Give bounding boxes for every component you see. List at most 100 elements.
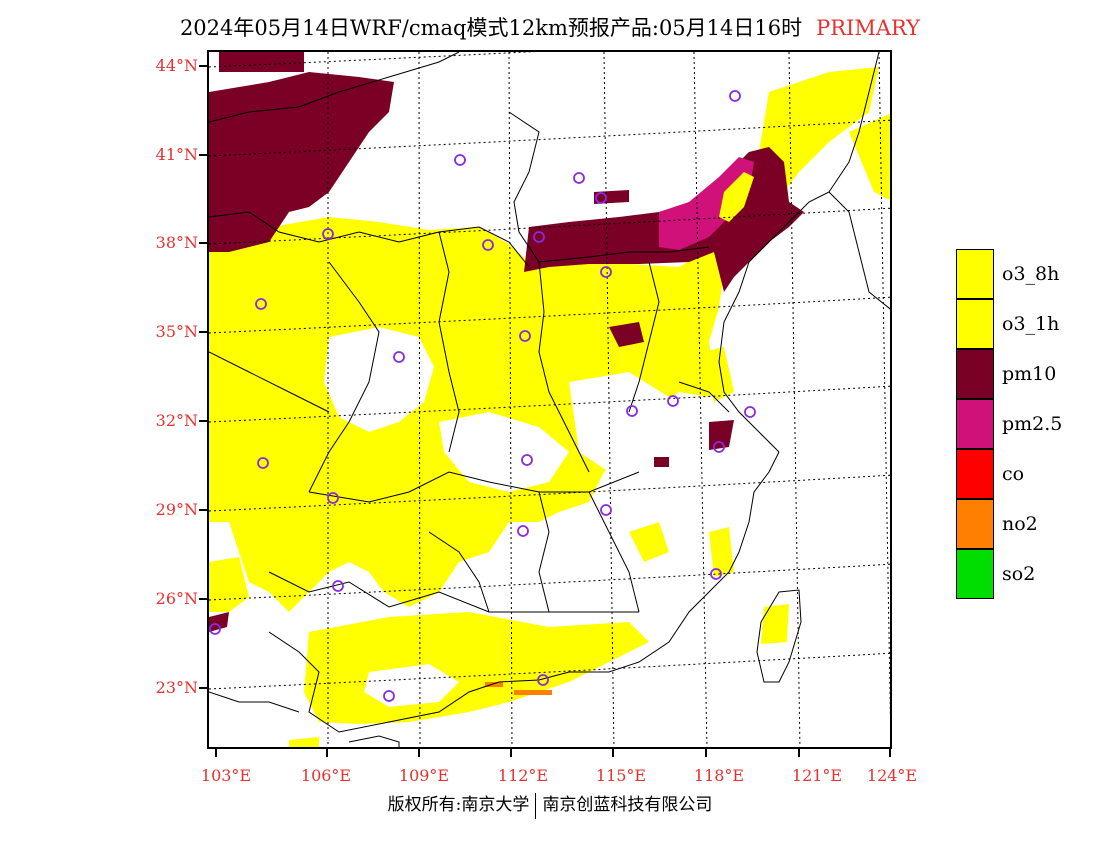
lat-label-41: 41°N: [155, 145, 198, 164]
lon-line-112: [508, 52, 513, 747]
lon-label-124: 124°E: [866, 766, 918, 785]
lat-tick: [199, 65, 207, 67]
lon-label-106: 106°E: [300, 766, 352, 785]
boundaries: [209, 52, 890, 747]
legend-label: pm10: [1002, 363, 1057, 385]
copyright-footer: 版权所有:南京大学 南京创蓝科技有限公司: [0, 790, 1100, 819]
lat-tick: [199, 331, 207, 333]
boundary-line: [588, 491, 640, 613]
lon-label-103: 103°E: [200, 766, 252, 785]
station-marker: [533, 231, 545, 243]
station-marker: [710, 568, 722, 580]
boundary-line: [308, 471, 640, 503]
o3-hainan-bottom: [289, 737, 319, 747]
lon-label-112: 112°E: [497, 766, 549, 785]
pm10-hubei-dot: [654, 457, 669, 467]
station-marker: [383, 690, 395, 702]
station-marker: [537, 674, 549, 686]
boundary-line: [209, 211, 530, 268]
lon-tick: [612, 749, 614, 757]
station-marker: [744, 406, 756, 418]
lon-tick: [215, 749, 217, 757]
pm25-bohai: [659, 157, 754, 250]
station-marker: [729, 90, 741, 102]
o3-southeast-hole: [569, 372, 679, 472]
boundary-line: [508, 111, 540, 263]
no2-regions: [485, 682, 552, 695]
stations: [209, 90, 756, 702]
o3-coast-strip: [709, 527, 734, 577]
lat-label-26: 26°N: [155, 589, 198, 608]
station-marker: [517, 525, 529, 537]
lat-line-38: [209, 207, 890, 245]
station-marker: [595, 192, 607, 204]
pm10-shanghai: [709, 420, 734, 450]
title-text: 2024年05月14日WRF/cmaq模式12km预报产品:05月14日16时: [179, 16, 803, 40]
copyright-right: 南京创蓝科技有限公司: [542, 795, 713, 815]
hainan-outline: [348, 735, 400, 747]
lon-label-121: 121°E: [791, 766, 843, 785]
o3-main-region: [209, 217, 729, 612]
lon-label-115: 115°E: [595, 766, 647, 785]
chart-title: 2024年05月14日WRF/cmaq模式12km预报产品:05月14日16时 P…: [0, 12, 1100, 42]
o3-southwest-patch: [209, 557, 249, 612]
boundary-line: [678, 381, 730, 413]
station-marker: [667, 395, 679, 407]
o3-south-band: [304, 612, 649, 724]
lon-tick: [798, 749, 800, 757]
pm10-mongolia: [209, 72, 394, 252]
lat-label-32: 32°N: [155, 411, 198, 430]
lat-line-26: [209, 563, 890, 601]
title-flag: PRIMARY: [816, 16, 921, 40]
lon-line-121: [788, 52, 801, 747]
boundary-line: [209, 52, 460, 123]
station-marker: [322, 228, 334, 240]
lat-label-35: 35°N: [155, 322, 198, 341]
boundary-line: [438, 231, 460, 453]
lon-tick: [889, 749, 891, 757]
station-marker: [332, 580, 344, 592]
o3-bohai-core: [719, 172, 754, 222]
lon-line-109: [418, 52, 421, 747]
lon-line-124: [878, 52, 890, 722]
legend-swatch: [956, 299, 994, 349]
lat-tick: [199, 420, 207, 422]
station-marker: [482, 239, 494, 251]
boundary-line: [428, 531, 490, 613]
boundary-line: [538, 246, 710, 263]
station-marker: [573, 172, 585, 184]
o3-central-hole: [439, 412, 569, 492]
boundary-line: [209, 691, 300, 713]
station-marker: [393, 351, 405, 363]
graticule: [209, 52, 890, 747]
lat-tick: [199, 509, 207, 511]
boundary-line: [718, 52, 880, 453]
lat-tick: [199, 687, 207, 689]
o3-west-hole: [324, 327, 434, 432]
o3-east-coast: [849, 113, 890, 200]
lat-line-32: [209, 385, 890, 423]
station-marker: [713, 441, 725, 453]
lat-line-23: [209, 652, 890, 690]
lon-tick: [705, 749, 707, 757]
boundary-line: [538, 491, 550, 613]
boundary-line: [828, 191, 890, 310]
lat-label-29: 29°N: [155, 500, 198, 519]
legend-label: co: [1002, 463, 1025, 485]
pm10-top-strip: [219, 52, 304, 72]
lon-tick: [510, 749, 512, 757]
legend-swatch: [956, 349, 994, 399]
footer-separator: [535, 792, 537, 819]
lat-line-29: [209, 474, 890, 512]
lat-label-44: 44°N: [155, 56, 198, 75]
station-marker: [519, 330, 531, 342]
station-marker: [600, 266, 612, 278]
pollution-map: [209, 52, 890, 747]
lon-line-118: [693, 52, 708, 747]
legend-swatch: [956, 499, 994, 549]
legend-swatch: [956, 549, 994, 599]
station-marker: [255, 298, 267, 310]
legend-label: so2: [1002, 563, 1036, 585]
legend-label: o3_8h: [1002, 263, 1060, 285]
legend-swatch: [956, 249, 994, 299]
